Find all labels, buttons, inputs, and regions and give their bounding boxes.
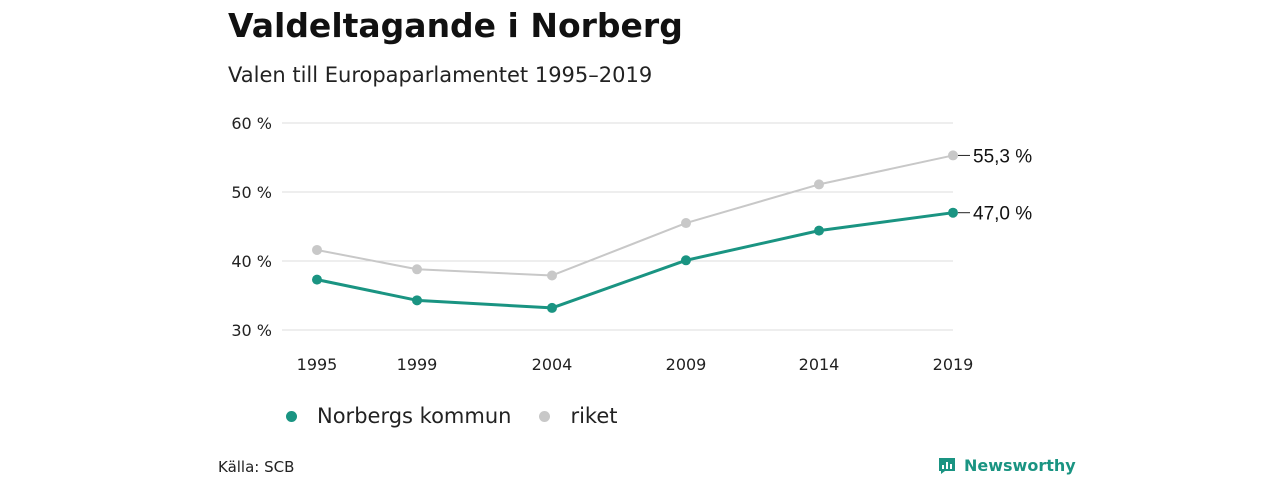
chart-title: Valdeltagande i Norberg <box>228 6 683 45</box>
line-chart: 30 % 40 % 50 % 60 % 1995 1999 2004 2009 2014 2019… <box>231 114 1032 374</box>
data-point-norberg <box>412 295 422 306</box>
series-line-riket <box>316 154 954 277</box>
data-point-norberg <box>547 302 557 313</box>
data-point-norberg <box>814 225 824 236</box>
legend-item-norberg: Norbergs kommun <box>286 404 511 428</box>
x-tick-label: 1995 <box>297 355 338 374</box>
legend-label-riket: riket <box>570 404 618 428</box>
x-tick-label: 1999 <box>397 355 438 374</box>
data-point-norberg <box>681 255 691 266</box>
data-point-riket <box>814 179 824 190</box>
data-point-riket <box>412 264 422 275</box>
chart-subtitle: Valen till Europaparlamentet 1995–2019 <box>228 63 653 87</box>
data-point-riket <box>312 244 322 255</box>
data-point-norberg <box>312 274 322 285</box>
y-tick-label: 50 % <box>231 183 272 202</box>
chart-legend: Norbergs kommun riket <box>286 404 646 428</box>
legend-label-norberg: Norbergs kommun <box>317 404 512 428</box>
legend-marker-norberg <box>286 410 297 422</box>
data-point-riket <box>547 270 557 281</box>
newsworthy-logo-icon <box>939 457 955 474</box>
source-note: Källa: SCB <box>218 458 295 476</box>
legend-item-riket: riket <box>539 404 618 428</box>
x-tick-label: 2009 <box>666 355 707 374</box>
series-line-norberg <box>316 211 954 310</box>
end-label-riket: 55,3 % <box>973 146 1032 167</box>
brand-logo[interactable]: Newsworthy <box>938 456 1076 475</box>
x-tick-label: 2019 <box>933 355 974 374</box>
data-point-norberg <box>948 207 958 218</box>
x-tick-label: 2004 <box>532 355 573 374</box>
brand-name: Newsworthy <box>964 456 1076 475</box>
y-tick-label: 30 % <box>231 321 272 340</box>
end-label-norberg: 47,0 % <box>973 204 1032 225</box>
y-tick-label: 60 % <box>231 114 272 133</box>
x-tick-label: 2014 <box>799 355 840 374</box>
legend-marker-riket <box>539 410 551 422</box>
data-point-riket <box>681 218 691 229</box>
data-point-riket <box>948 150 958 161</box>
y-tick-label: 40 % <box>231 252 272 271</box>
